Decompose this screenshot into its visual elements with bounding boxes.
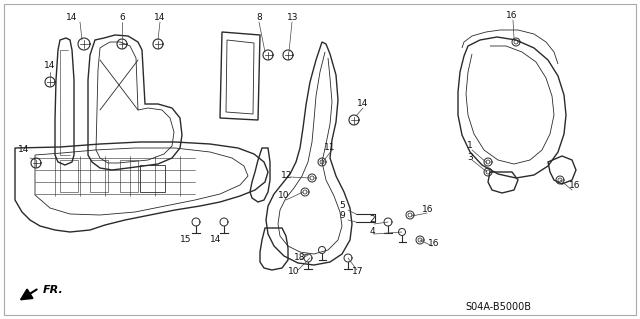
Text: 18: 18 (294, 254, 306, 263)
Text: 14: 14 (19, 145, 29, 154)
Text: 11: 11 (324, 143, 336, 152)
Text: 15: 15 (180, 235, 192, 244)
Text: S04A-B5000B: S04A-B5000B (465, 302, 531, 312)
Text: 4: 4 (369, 227, 375, 236)
Text: 9: 9 (339, 211, 345, 219)
Text: 14: 14 (357, 99, 369, 108)
Text: 2: 2 (369, 216, 375, 225)
Text: 10: 10 (278, 190, 290, 199)
Text: 14: 14 (211, 235, 221, 244)
Text: 5: 5 (339, 201, 345, 210)
Text: 14: 14 (154, 13, 166, 23)
Text: 16: 16 (422, 205, 434, 214)
Text: 17: 17 (352, 268, 364, 277)
Text: 8: 8 (256, 13, 262, 23)
Text: 16: 16 (569, 182, 580, 190)
Text: 1: 1 (467, 142, 473, 151)
Text: 3: 3 (467, 153, 473, 162)
Text: 10: 10 (288, 268, 300, 277)
Text: 14: 14 (44, 61, 56, 70)
Text: 12: 12 (282, 170, 292, 180)
Text: 13: 13 (287, 13, 299, 23)
Text: 6: 6 (119, 13, 125, 23)
Text: FR.: FR. (43, 285, 64, 295)
Text: 16: 16 (428, 239, 440, 248)
Text: 14: 14 (67, 13, 77, 23)
Text: 16: 16 (506, 11, 518, 19)
